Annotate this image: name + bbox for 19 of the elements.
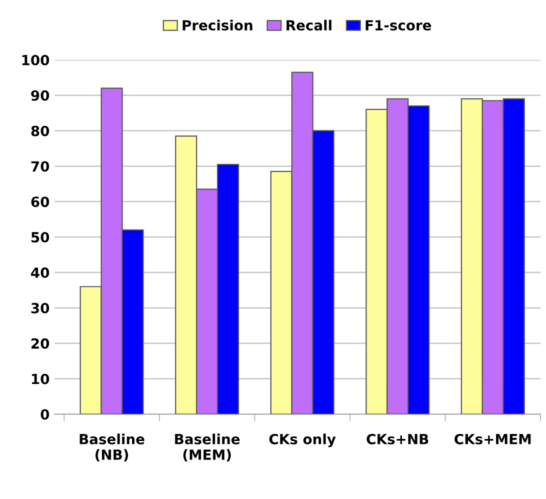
y-tick-label: 80 — [31, 126, 50, 136]
x-tick-label: Baseline (NB) — [80, 434, 144, 462]
y-tick-label: 70 — [31, 161, 50, 172]
x-tick-label: CKs+MEM — [454, 434, 531, 444]
y-tick-label: 60 — [31, 196, 50, 208]
y-tick-label: 40 — [31, 267, 50, 278]
y-tick-label: 0 — [40, 409, 50, 420]
x-tick-label: CKs+NB — [366, 434, 428, 444]
y-tick-label: 90 — [31, 90, 50, 101]
y-tick-label: 50 — [31, 232, 50, 242]
y-tick-label: 20 — [32, 338, 50, 349]
x-tick-label: Baseline (MEM) — [175, 434, 240, 462]
legend-label: Recall — [286, 20, 332, 31]
x-tick-label: CKs only — [269, 434, 336, 448]
legend-label: Precision — [182, 20, 252, 31]
y-tick-label: 10 — [32, 374, 50, 384]
y-tick-label: 30 — [31, 302, 50, 314]
legend-label: F1-score — [366, 20, 432, 31]
y-tick-label: 100 — [22, 54, 50, 66]
